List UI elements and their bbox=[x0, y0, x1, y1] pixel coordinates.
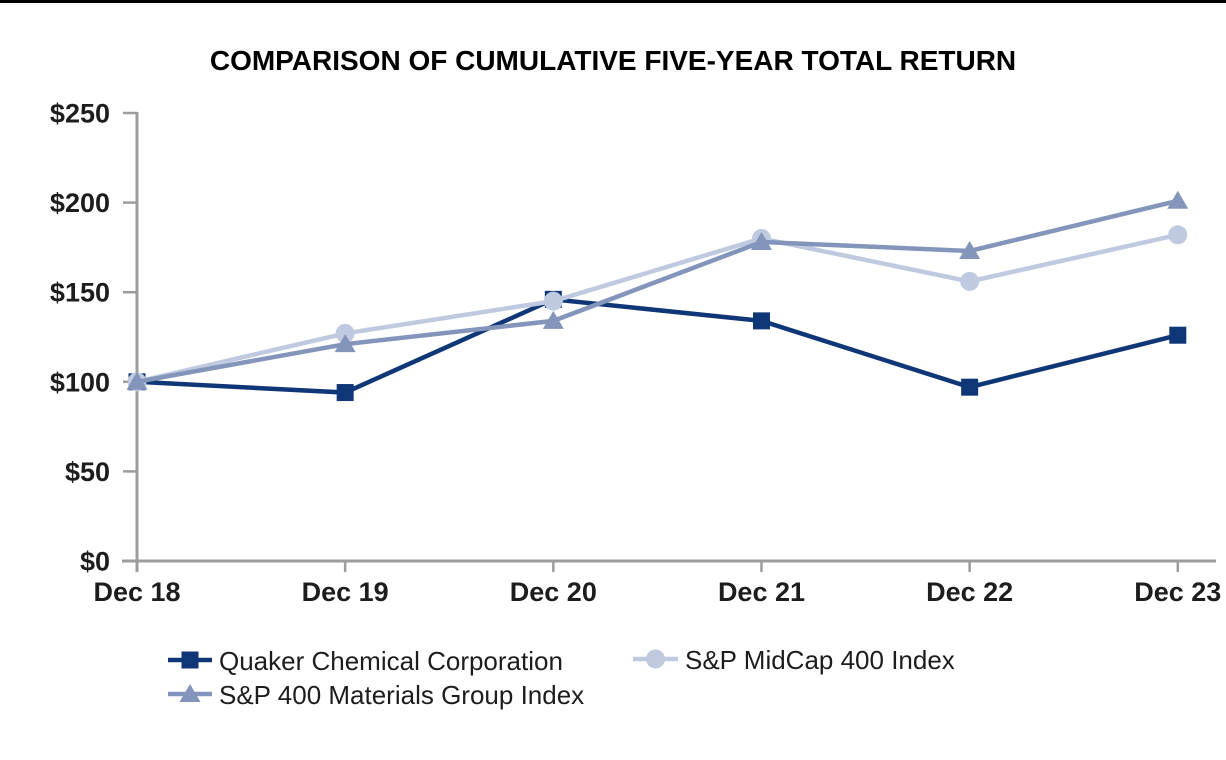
marker-square-quaker-chemical-corporation bbox=[752, 312, 770, 330]
y-tick-label: $0 bbox=[80, 547, 110, 577]
marker-triangle-s-p-400-materials-group-index bbox=[959, 240, 981, 259]
axes bbox=[122, 111, 1216, 572]
marker-triangle-s-p-400-materials-group-index bbox=[542, 310, 564, 329]
marker-square-quaker-chemical-corporation bbox=[961, 378, 979, 396]
legend-item-s-p-400-materials-group-index: S&P 400 Materials Group Index bbox=[168, 680, 584, 710]
legend-label: S&P MidCap 400 Index bbox=[685, 645, 955, 675]
legend-marker-square bbox=[181, 651, 199, 669]
x-tick-label: Dec 19 bbox=[302, 577, 389, 607]
series-line-s-p-midcap-400-index bbox=[136, 232, 1179, 384]
legend: Quaker Chemical Corporation S&P MidCap 40… bbox=[168, 645, 955, 710]
legend-item-quaker-chemical-corporation: Quaker Chemical Corporation bbox=[168, 646, 563, 676]
series-line-s-p-400-materials-group-index bbox=[136, 198, 1179, 385]
series-line-quaker-chemical-corporation bbox=[136, 297, 1179, 395]
y-tick-label: $150 bbox=[50, 278, 110, 308]
marker-triangle-s-p-400-materials-group-index bbox=[334, 334, 356, 353]
x-tick-label: Dec 20 bbox=[510, 577, 597, 607]
legend-marker-triangle bbox=[179, 684, 201, 702]
x-tick-label: Dec 23 bbox=[1134, 577, 1221, 607]
marker-triangle-s-p-400-materials-group-index bbox=[126, 371, 148, 390]
y-tick-label: $50 bbox=[65, 457, 110, 487]
marker-triangle-s-p-400-materials-group-index bbox=[750, 232, 772, 251]
y-tick-label: $200 bbox=[50, 188, 110, 218]
legend-label: S&P 400 Materials Group Index bbox=[219, 680, 584, 710]
marker-circle-s-p-midcap-400-index bbox=[543, 291, 563, 311]
x-tick-label: Dec 22 bbox=[926, 577, 1013, 607]
marker-square-quaker-chemical-corporation bbox=[1169, 326, 1187, 344]
x-tick-label: Dec 21 bbox=[718, 577, 805, 607]
marker-square-quaker-chemical-corporation bbox=[336, 384, 354, 402]
series-plot-area bbox=[126, 190, 1189, 402]
marker-circle-s-p-midcap-400-index bbox=[960, 271, 980, 291]
tick-labels: $0 $50 $100 $150 $200 $250 Dec 18 Dec 19 Dec 20 D… bbox=[50, 99, 1221, 608]
marker-circle-s-p-midcap-400-index bbox=[1168, 225, 1188, 245]
y-tick-label: $100 bbox=[50, 367, 110, 397]
legend-item-s-p-midcap-400-index: S&P MidCap 400 Index bbox=[633, 645, 955, 675]
marker-triangle-s-p-400-materials-group-index bbox=[1167, 190, 1189, 209]
top-divider-rule bbox=[0, 0, 1226, 3]
marker-circle-s-p-midcap-400-index bbox=[335, 323, 355, 343]
legend-marker-circle bbox=[646, 649, 665, 669]
legend-label: Quaker Chemical Corporation bbox=[219, 646, 563, 676]
y-tick-label: $250 bbox=[50, 99, 110, 129]
x-tick-label: Dec 18 bbox=[93, 577, 180, 607]
chart-title: COMPARISON OF CUMULATIVE FIVE-YEAR TOTAL… bbox=[210, 45, 1016, 76]
